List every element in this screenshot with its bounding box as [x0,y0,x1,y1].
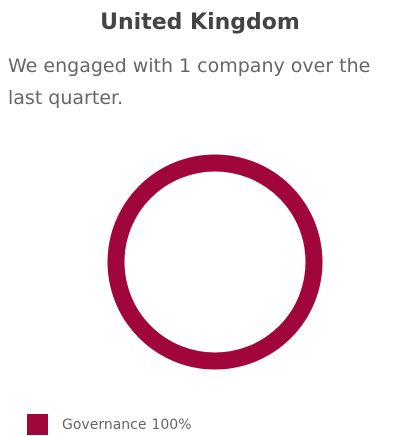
chart-title: United Kingdom [100,10,300,35]
donut-segment [107,154,323,370]
donut-chart [107,154,323,370]
legend-entry: Governance 100% [27,414,192,435]
legend-value: 100% [151,416,192,433]
legend-swatch [27,414,48,435]
legend: Governance 100% [27,414,192,435]
legend-label: Governance [62,416,147,433]
chart-subtitle: We engaged with 1 company over the last … [8,55,371,109]
